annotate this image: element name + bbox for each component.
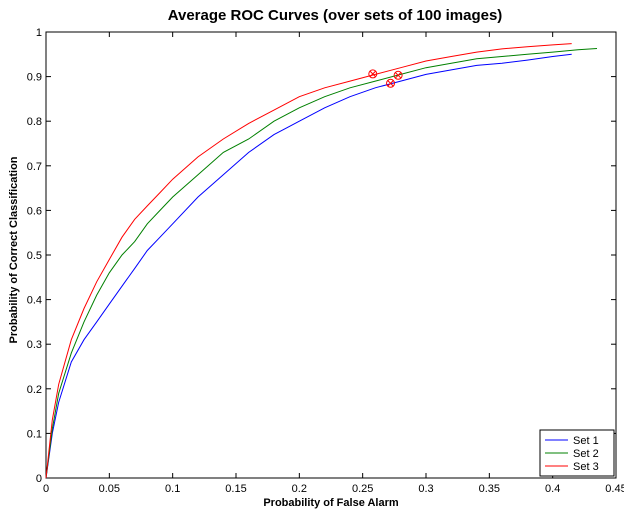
axis-ticks: 0 0.05 0.1 0.15 0.2 0.25 0.3 0.35 0.4 0.45 0 0.1 0.2… xyxy=(27,27,624,495)
y-tick-label: 0.9 xyxy=(27,72,42,84)
y-tick-label: 0 xyxy=(36,473,42,485)
y-tick-label: 1 xyxy=(36,27,42,39)
y-tick-label: 0.4 xyxy=(27,295,42,307)
x-tick-label: 0 xyxy=(43,483,49,495)
marker-point xyxy=(386,78,396,88)
x-tick-label: 0.2 xyxy=(292,483,307,495)
plot-area xyxy=(45,31,617,479)
x-tick-label: 0.15 xyxy=(225,483,246,495)
x-tick-label: 0.05 xyxy=(99,483,120,495)
x-axis-label: Probability of False Alarm xyxy=(263,497,399,509)
x-tick-label: 0.25 xyxy=(352,483,373,495)
x-tick-label: 0.45 xyxy=(605,483,624,495)
y-tick-label: 0.1 xyxy=(27,428,42,440)
x-tick-label: 0.4 xyxy=(545,483,560,495)
x-tick-label: 0.35 xyxy=(479,483,500,495)
x-tick-label: 0.3 xyxy=(418,483,433,495)
series-line-1 xyxy=(45,53,572,479)
series-line-3 xyxy=(45,43,572,479)
legend-label: Set 1 xyxy=(573,435,599,447)
series-line-2 xyxy=(45,48,598,479)
y-tick-label: 0.3 xyxy=(27,339,42,351)
y-axis-label: Probability of Correct Classification xyxy=(8,156,20,343)
y-tick-label: 0.5 xyxy=(27,250,42,262)
legend-label: Set 2 xyxy=(573,448,599,460)
series-lines xyxy=(45,43,598,479)
point-markers xyxy=(368,69,403,88)
legend-label: Set 3 xyxy=(573,461,599,473)
marker-point xyxy=(393,70,403,80)
y-tick-label: 0.6 xyxy=(27,205,42,217)
marker-point xyxy=(368,69,378,79)
y-tick-label: 0.7 xyxy=(27,161,42,173)
x-tick-label: 0.1 xyxy=(165,483,180,495)
y-tick-label: 0.2 xyxy=(27,384,42,396)
y-tick-label: 0.8 xyxy=(27,116,42,128)
chart-title: Average ROC Curves (over sets of 100 ima… xyxy=(168,7,503,24)
